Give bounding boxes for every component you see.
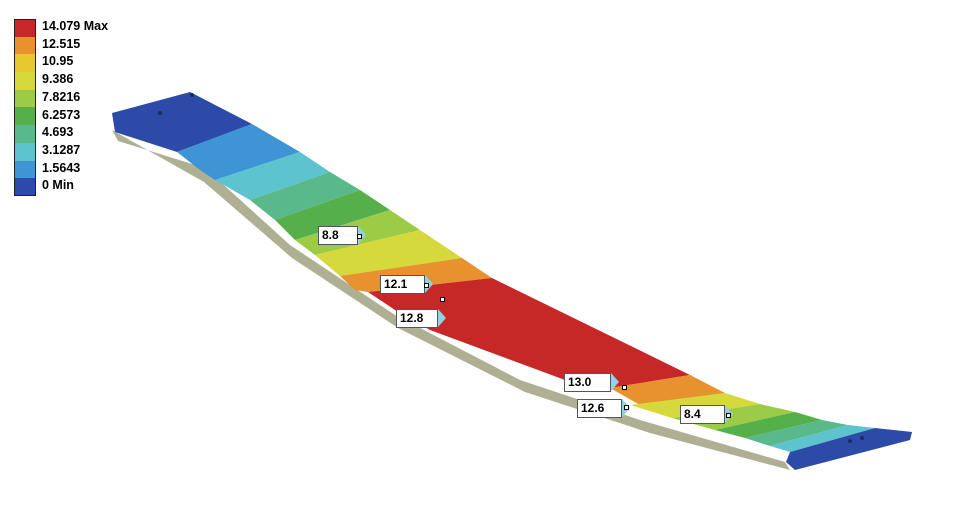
band-lightblue-left	[177, 124, 300, 180]
band-blue-left	[112, 92, 252, 152]
legend-swatch	[14, 72, 36, 90]
legend-label: 1.5643	[42, 160, 81, 175]
band-yellow-left	[315, 230, 462, 276]
legend-swatch-column	[14, 19, 36, 196]
stress-bands	[112, 92, 912, 470]
probe-pointer	[438, 309, 446, 327]
legend-label: 10.95	[42, 54, 74, 69]
legend-label: 12.515	[42, 36, 81, 51]
legend-label: 14.079 Max	[42, 19, 109, 33]
probe-label[interactable]: 8.8	[318, 226, 358, 245]
probe-label[interactable]: 12.8	[396, 309, 438, 328]
leaf-side-edge	[112, 130, 790, 470]
probe-label[interactable]: 12.6	[577, 399, 622, 418]
legend-swatch	[14, 36, 36, 55]
probe-pointer	[611, 373, 619, 391]
band-cyan-left	[215, 152, 330, 200]
legend-swatch	[14, 178, 36, 196]
legend-label: 6.2573	[42, 107, 81, 122]
probe-marker	[424, 283, 429, 288]
band-teal-right	[745, 420, 848, 446]
legend-swatch	[14, 89, 36, 108]
probe-pointer	[425, 275, 433, 293]
legend-swatch	[14, 54, 36, 73]
probe-label[interactable]: 12.1	[380, 275, 425, 294]
probe-pointer	[358, 226, 366, 244]
legend-label: 9.386	[42, 72, 74, 87]
legend-label: 4.693	[42, 125, 74, 140]
legend-swatch	[14, 125, 36, 143]
legend-swatch	[14, 19, 36, 37]
band-cyan-right	[770, 425, 875, 452]
legend-swatch	[14, 107, 36, 126]
probe-marker	[726, 413, 731, 418]
band-orange-right	[610, 375, 725, 405]
legend-swatch	[14, 142, 36, 161]
band-blue-right	[786, 428, 912, 470]
legend-label: 3.1287	[42, 142, 81, 157]
probe-label[interactable]: 13.0	[564, 373, 611, 392]
band-red-center	[368, 278, 690, 388]
probe-marker	[624, 405, 629, 410]
probe-marker	[622, 385, 627, 390]
band-green-right	[715, 412, 822, 438]
legend-label: 0 Min	[42, 178, 74, 193]
legend-swatch	[14, 160, 36, 179]
probe-marker	[357, 234, 362, 239]
bolt-holes	[158, 93, 864, 443]
probe-marker	[440, 297, 445, 302]
legend-label: 7.8216	[42, 89, 81, 104]
probe-label[interactable]: 8.4	[680, 405, 725, 424]
band-green-left	[275, 190, 390, 240]
band-teal-left	[250, 172, 360, 220]
